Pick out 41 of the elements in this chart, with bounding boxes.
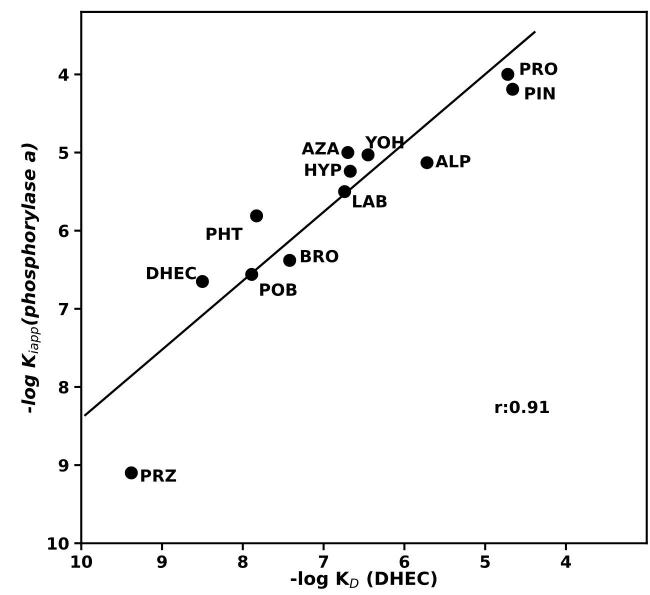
point xyxy=(196,274,209,288)
y-tick-label: 4 xyxy=(58,68,69,81)
x-tick-label: 5 xyxy=(480,556,490,568)
x-tick-label: 6 xyxy=(400,555,410,568)
data-label: AZA xyxy=(302,142,340,154)
x-tick-label: 10 xyxy=(72,555,92,568)
point xyxy=(124,466,138,480)
data-label: YOH xyxy=(365,136,404,149)
y-tick-label: 6 xyxy=(58,224,69,238)
data-label: LAB xyxy=(353,195,387,208)
point xyxy=(283,254,296,267)
x-tick-label: 9 xyxy=(157,555,167,568)
point xyxy=(420,156,434,170)
point xyxy=(341,146,354,160)
x-tick-label: 8 xyxy=(238,555,248,568)
y-tick-label: 10 xyxy=(48,537,69,550)
data-label: HYP xyxy=(305,164,342,176)
x-tick-label: 7 xyxy=(318,556,328,568)
y-tick-label: 5 xyxy=(59,146,68,160)
y-tick-label: 7 xyxy=(58,303,68,316)
point xyxy=(344,164,357,178)
x-axis-title: -log K$_{D}$ (DHEC) xyxy=(290,571,436,589)
data-label: PRZ xyxy=(141,470,176,482)
point xyxy=(245,268,258,281)
data-label: PHT xyxy=(206,228,243,240)
data-label: POB xyxy=(260,283,297,296)
point xyxy=(362,148,375,162)
data-label: DHEC xyxy=(147,266,196,280)
point xyxy=(338,185,352,198)
y-tick-label: 8 xyxy=(58,380,68,394)
data-label: BRO xyxy=(300,250,338,262)
y-axis-title: -log K$_{iapp}$(phosphorylase a) xyxy=(21,144,41,413)
data-label: PIN xyxy=(525,87,555,100)
y-tick-label: 9 xyxy=(58,459,68,472)
data-label: ALP xyxy=(435,155,470,168)
point xyxy=(250,209,264,222)
annotation: r:0.91 xyxy=(495,400,549,414)
data-label: PRO xyxy=(520,62,558,76)
x-tick-label: 4 xyxy=(560,556,571,568)
point xyxy=(506,82,520,96)
point xyxy=(501,68,514,81)
